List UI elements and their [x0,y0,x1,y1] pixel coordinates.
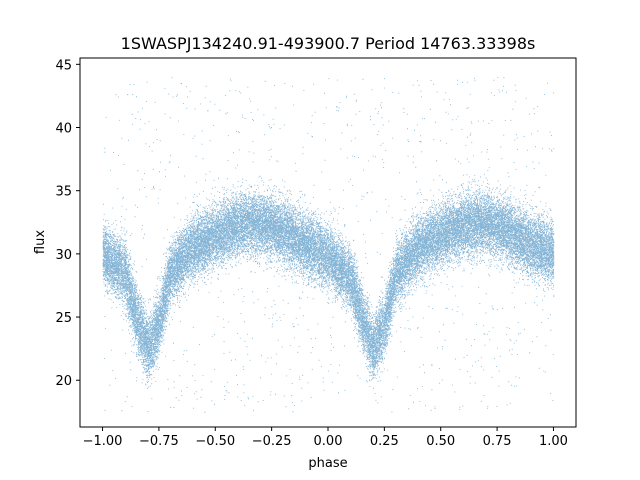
x-tick-label: 0.75 [483,434,512,449]
x-tick-label: 0.50 [426,434,455,449]
data-points [102,77,555,413]
scatter-points [102,77,555,413]
x-tick-label: −0.50 [195,434,235,449]
y-tick-label: 45 [55,58,72,73]
x-axis-label: phase [308,456,347,471]
x-tick-label: −0.75 [139,434,179,449]
x-tick-label: 1.00 [539,434,568,449]
x-axis-ticks: −1.00 −0.75 −0.50 −0.25 0.00 0.25 0.50 0.75 1.00 [83,427,568,449]
y-tick-label: 20 [55,374,72,389]
x-tick-label: −1.00 [83,434,123,449]
x-tick-label: 0.00 [314,434,343,449]
x-tick-label: 0.25 [370,434,399,449]
y-tick-label: 40 [55,122,72,137]
x-tick-label: −0.25 [252,434,292,449]
y-tick-label: 25 [55,311,72,326]
y-tick-label: 30 [55,248,72,263]
y-axis-label: flux [33,230,48,254]
y-tick-label: 35 [55,185,72,200]
y-axis-ticks: 20 25 30 35 40 45 [55,58,80,389]
chart-title: 1SWASPJ134240.91-493900.7 Period 14763.3… [121,34,536,53]
